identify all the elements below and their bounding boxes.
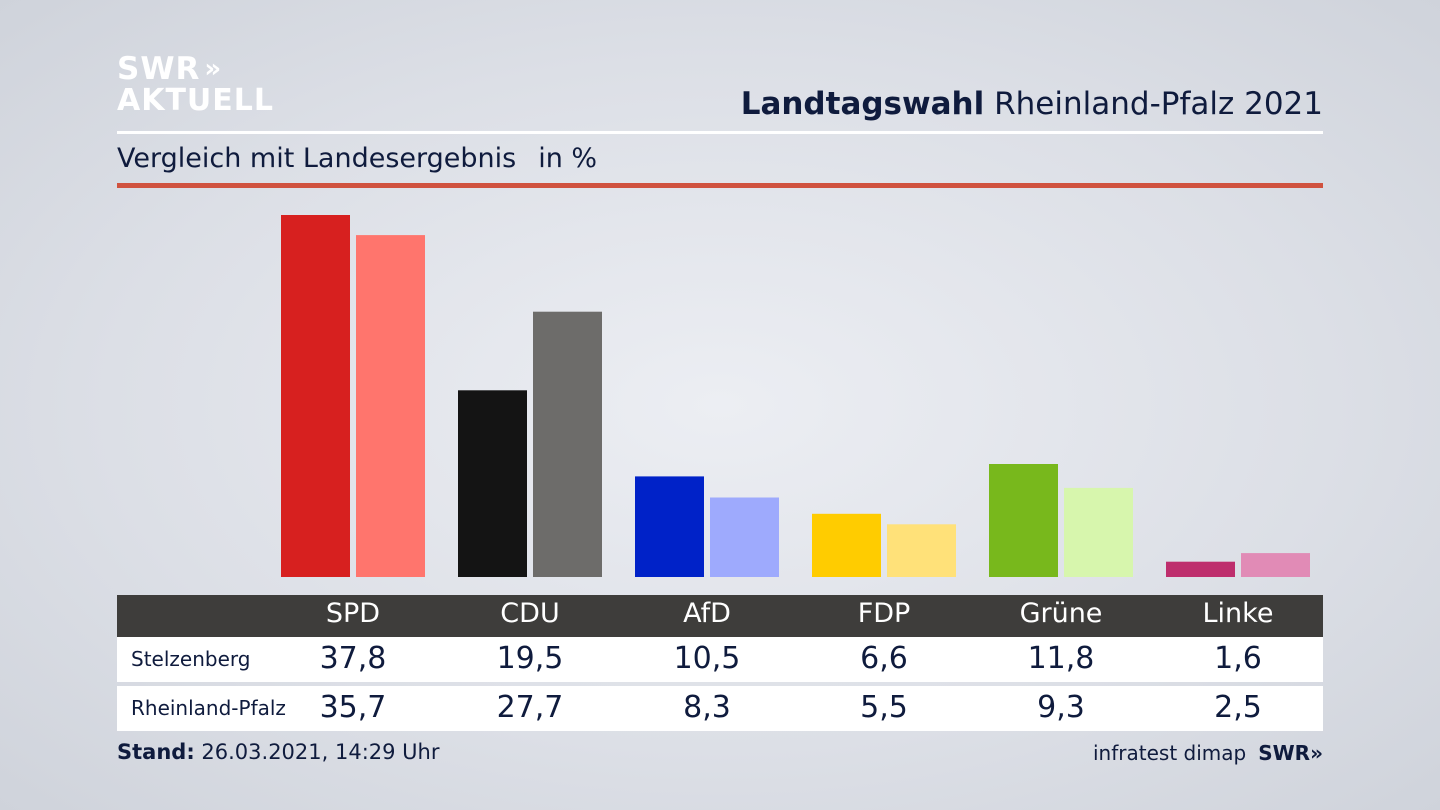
title-rest: Rheinland-Pfalz 2021 [984, 86, 1323, 122]
page-title: Landtagswahl Rheinland-Pfalz 2021 [741, 86, 1323, 122]
bar-afd-rheinland-pfalz [710, 497, 779, 577]
bar-fdp-stelzenberg [812, 513, 881, 577]
bar-linke-rheinland-pfalz [1241, 553, 1310, 577]
bar-fdp-rheinland-pfalz [887, 524, 956, 577]
footer-timestamp: Stand: 26.03.2021, 14:29 Uhr [117, 740, 440, 764]
value-stelzenberg-linke: 1,6 [1214, 641, 1262, 676]
subtitle-unit: in % [538, 143, 598, 174]
bar-linke-stelzenberg [1166, 561, 1235, 577]
table-header-cdu: CDU [500, 598, 560, 629]
value-stelzenberg-gruene: 11,8 [1027, 641, 1095, 676]
table-header-afd: AfD [683, 598, 731, 629]
bar-chart [281, 215, 1310, 577]
bar-afd-stelzenberg [635, 476, 704, 577]
logo-aktuell-text: AKTUELL [117, 83, 275, 118]
table-row: Rheinland-Pfalz 35,7 27,7 8,3 5,5 9,3 2,… [117, 686, 1323, 731]
bar-spd-stelzenberg [281, 215, 350, 577]
stand-value: 26.03.2021, 14:29 Uhr [194, 740, 440, 764]
table-header-linke: Linke [1202, 598, 1274, 629]
footer-source: infratest dimap SWR» [1093, 741, 1323, 765]
value-rlp-spd: 35,7 [319, 690, 387, 725]
value-rlp-afd: 8,3 [683, 690, 731, 725]
value-stelzenberg-afd: 10,5 [673, 641, 741, 676]
bar-gruene-stelzenberg [989, 464, 1058, 577]
table-header-fdp: FDP [857, 598, 911, 629]
value-rlp-linke: 2,5 [1214, 690, 1262, 725]
stand-label: Stand: [117, 740, 195, 764]
value-stelzenberg-fdp: 6,6 [860, 641, 908, 676]
logo-swr-text: SWR [117, 51, 201, 87]
table-header-spd: SPD [325, 598, 381, 629]
row-label-rheinland-pfalz: Rheinland-Pfalz [131, 696, 286, 720]
value-rlp-cdu: 27,7 [496, 690, 564, 725]
row-label-stelzenberg: Stelzenberg [131, 647, 251, 671]
value-stelzenberg-cdu: 19,5 [496, 641, 564, 676]
value-stelzenberg-spd: 37,8 [319, 641, 387, 676]
subtitle-divider [117, 183, 1323, 188]
swr-footer-logo: SWR» [1258, 741, 1323, 765]
table-header-row: SPD CDU AfD FDP Grüne Linke [117, 595, 1323, 637]
value-rlp-fdp: 5,5 [860, 690, 908, 725]
table-row: Stelzenberg 37,8 19,5 10,5 6,6 11,8 1,6 [117, 637, 1323, 682]
subtitle-text: Vergleich mit Landesergebnis [117, 143, 517, 174]
bar-cdu-rheinland-pfalz [533, 311, 602, 577]
bar-cdu-stelzenberg [458, 390, 527, 577]
value-rlp-gruene: 9,3 [1037, 690, 1085, 725]
table-header-gruene: Grüne [1019, 598, 1103, 629]
title-bold: Landtagswahl [740, 86, 985, 122]
swr-aktuell-logo: SWR» AKTUELL [117, 53, 274, 117]
chart-subtitle: Vergleich mit Landesergebnis in % [117, 143, 597, 174]
bar-gruene-rheinland-pfalz [1064, 487, 1133, 577]
title-divider [117, 131, 1323, 134]
bar-spd-rheinland-pfalz [356, 235, 425, 577]
source-text: infratest dimap [1093, 741, 1247, 765]
